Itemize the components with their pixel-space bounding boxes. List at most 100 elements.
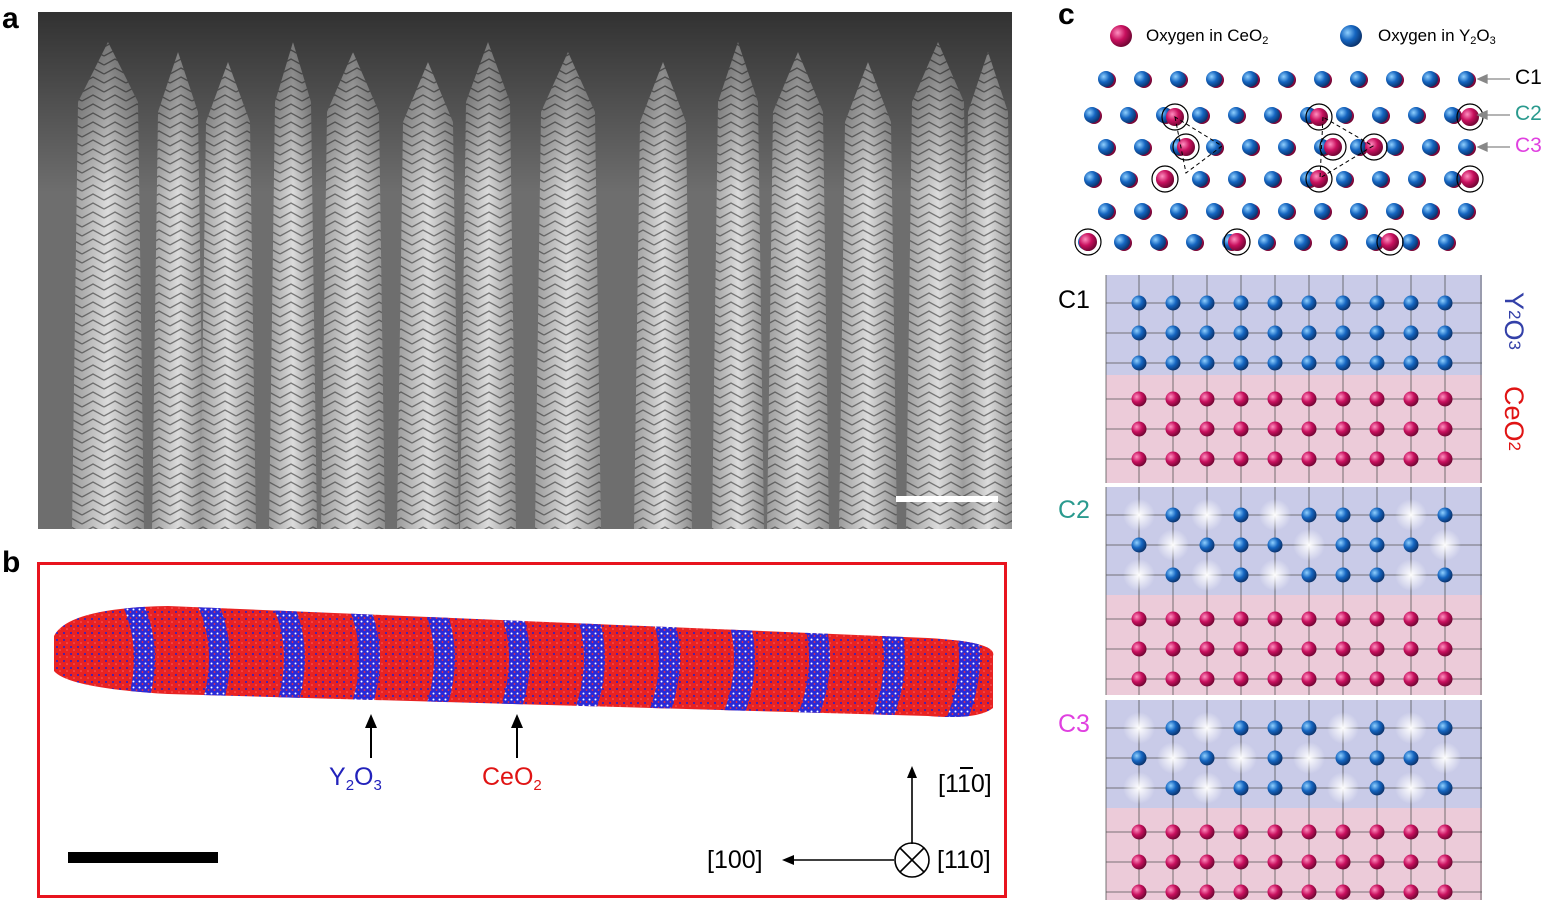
- oxygen-ceo2-atom: [1369, 824, 1385, 840]
- oxygen-y2o3-atom: [1335, 567, 1351, 583]
- oxygen-y2o3-atom: [1165, 780, 1181, 796]
- y2o3-band: [493, 606, 530, 717]
- oxygen-y2o3-atom: [1264, 171, 1280, 187]
- oxygen-y2o3-atom: [1350, 203, 1366, 219]
- oxygen-ceo2-atom: [1437, 671, 1453, 687]
- oxygen-y2o3-atom: [1350, 71, 1366, 87]
- oxygen-ceo2-atom: [1310, 108, 1328, 126]
- oxygen-y2o3-atom: [1437, 507, 1453, 523]
- oxygen-y2o3-atom: [1233, 295, 1249, 311]
- oxygen-y2o3-atom: [1278, 71, 1294, 87]
- oxygen-y2o3-atom: [1233, 567, 1249, 583]
- oxygen-ceo2-atom: [1165, 671, 1181, 687]
- oxygen-y2o3-atom: [1336, 171, 1352, 187]
- oxygen-y2o3-atom: [1301, 780, 1317, 796]
- oxygen-ceo2-atom: [1335, 391, 1351, 407]
- oxygen-ceo2-atom: [1131, 421, 1147, 437]
- oxygen-ceo2-atom: [1131, 884, 1147, 900]
- vacancy-glow: [1395, 499, 1427, 531]
- selection-ring: [1172, 133, 1200, 161]
- interface-box-3: [1105, 700, 1482, 900]
- oxygen-ceo2-atom: [1233, 421, 1249, 437]
- oxygen-ceo2-atom: [1131, 671, 1147, 687]
- oxygen-y2o3-atom: [1314, 203, 1330, 219]
- box-label-c3: C3: [1058, 710, 1090, 738]
- oxygen-y2o3-atom: [1408, 107, 1424, 123]
- oxygen-ceo2-atom: [1267, 641, 1283, 657]
- vacancy-glow: [1123, 559, 1155, 591]
- oxygen-y2o3-atom: [1233, 507, 1249, 523]
- y2o3-band: [643, 606, 680, 717]
- micrograph-image: [38, 12, 1012, 529]
- oxygen-y2o3-atom: [1165, 355, 1181, 371]
- vacancy-glow: [1157, 742, 1189, 774]
- oxygen-ceo2-atom: [1131, 451, 1147, 467]
- oxygen-ceo2-atom: [1165, 884, 1181, 900]
- oxygen-y2o3-atom: [1165, 567, 1181, 583]
- oxygen-ceo2-atom: [1199, 611, 1215, 627]
- oxygen-ceo2-atom: [1199, 824, 1215, 840]
- row-label-c3: C3: [1515, 134, 1542, 157]
- oxygen-y2o3-atom: [1335, 295, 1351, 311]
- oxygen-ceo2-atom: [1267, 854, 1283, 870]
- oxygen-y2o3-atom: [1403, 537, 1419, 553]
- oxygen-y2o3-atom: [1437, 355, 1453, 371]
- oxygen-y2o3-atom: [1444, 171, 1460, 187]
- vacancy-glow: [1123, 712, 1155, 744]
- oxygen-y2o3-atom: [1267, 355, 1283, 371]
- oxygen-y2o3-atom: [1438, 234, 1454, 250]
- oxygen-ceo2-atom: [1381, 233, 1399, 251]
- oxygen-y2o3-atom: [1170, 203, 1186, 219]
- oxygen-ceo2-atom: [1335, 641, 1351, 657]
- oxygen-ceo2-atom: [1369, 451, 1385, 467]
- oxygen-ceo2-atom: [1369, 391, 1385, 407]
- vacancy-glow: [1123, 772, 1155, 804]
- selection-ring: [1223, 228, 1251, 256]
- oxygen-y2o3-atom: [1402, 234, 1418, 250]
- oxygen-y2o3-atom: [1134, 203, 1150, 219]
- top-view-lattice: [1074, 71, 1510, 256]
- vacancy-glow: [1429, 529, 1461, 561]
- axis-label-up: [110]: [938, 770, 992, 798]
- oxygen-y2o3-atom: [1301, 567, 1317, 583]
- oxygen-ceo2-atom: [1199, 854, 1215, 870]
- oxygen-y2o3-atom: [1186, 234, 1202, 250]
- oxygen-ceo2-atom: [1165, 641, 1181, 657]
- oxygen-y2o3-atom: [1233, 355, 1249, 371]
- vacancy-glow: [1327, 772, 1359, 804]
- layer-label-ceo2: CeO2: [1499, 386, 1529, 451]
- oxygen-ceo2-atom: [1335, 671, 1351, 687]
- oxygen-y2o3-atom: [1444, 107, 1460, 123]
- oxygen-ceo2-atom: [1403, 884, 1419, 900]
- oxygen-ceo2-atom: [1131, 641, 1147, 657]
- oxygen-ceo2-atom: [1437, 391, 1453, 407]
- oxygen-y2o3-atom: [1458, 139, 1474, 155]
- oxygen-ceo2-atom: [1233, 611, 1249, 627]
- oxygen-ceo2-atom: [1437, 641, 1453, 657]
- oxygen-ceo2-atom: [1156, 170, 1174, 188]
- oxygen-ceo2-atom: [1335, 884, 1351, 900]
- oxygen-y2o3-atom: [1458, 71, 1474, 87]
- selection-ring: [1305, 103, 1333, 131]
- selection-ring: [1376, 228, 1404, 256]
- oxygen-ceo2-atom: [1365, 138, 1383, 156]
- row-label-c2: C2: [1515, 102, 1542, 125]
- interface-box-2: [1105, 487, 1482, 695]
- oxygen-ceo2-atom: [1199, 641, 1215, 657]
- oxygen-ceo2-atom: [1461, 108, 1479, 126]
- oxygen-ceo2-atom: [1165, 391, 1181, 407]
- selection-ring: [1360, 133, 1388, 161]
- oxygen-y2o3-atom: [1258, 234, 1274, 250]
- oxygen-y2o3-atom: [1131, 537, 1147, 553]
- layer-label-y2o3: Y2O3: [1499, 292, 1529, 350]
- oxygen-y2o3-atom: [1199, 355, 1215, 371]
- oxygen-y2o3-atom: [1199, 295, 1215, 311]
- vacancy-glow: [1293, 742, 1325, 774]
- oxygen-y2o3-atom: [1372, 107, 1388, 123]
- oxygen-y2o3-atom: [1267, 295, 1283, 311]
- oxygen-y2o3-atom: [1084, 171, 1100, 187]
- oxygen-ceo2-atom: [1403, 854, 1419, 870]
- oxygen-ceo2-atom: [1267, 451, 1283, 467]
- oxygen-ceo2-atom: [1369, 641, 1385, 657]
- oxygen-y2o3-atom: [1267, 720, 1283, 736]
